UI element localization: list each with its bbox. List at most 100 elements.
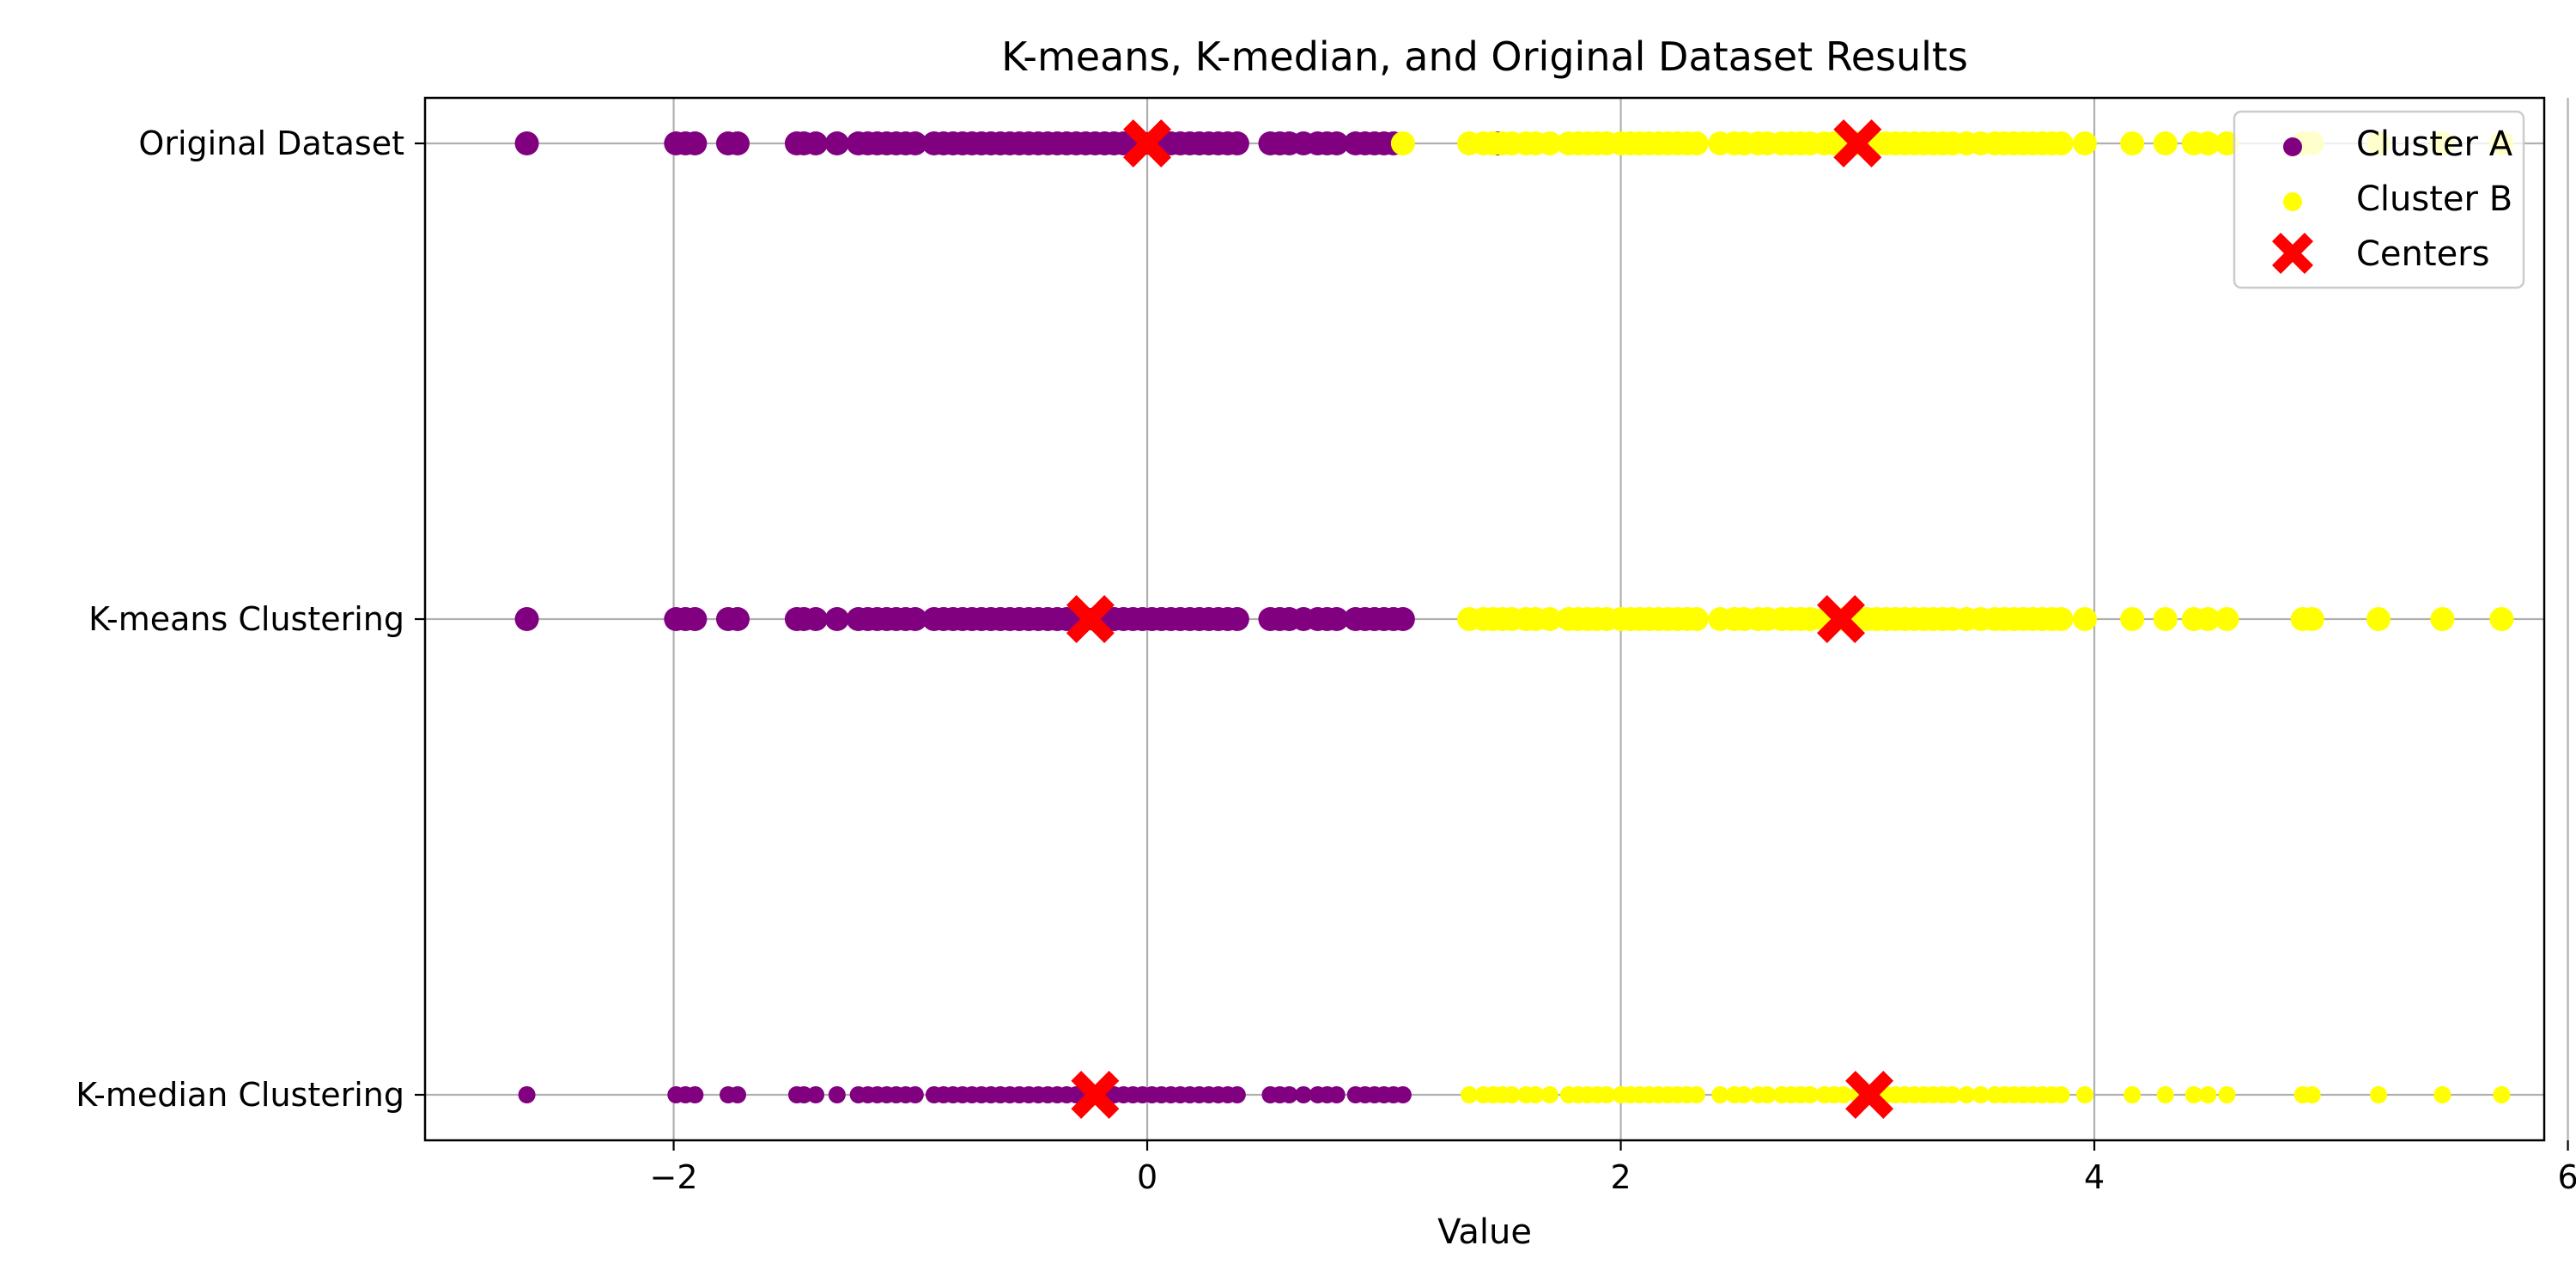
cluster-a-point xyxy=(803,607,828,631)
cluster-b-point xyxy=(2369,1086,2387,1103)
cluster-a-point xyxy=(902,131,927,155)
cluster-a-point xyxy=(514,131,539,155)
cluster-b-point xyxy=(2156,1086,2174,1103)
cluster-b-point xyxy=(1684,131,1709,155)
cluster-a-point xyxy=(1295,1086,1313,1103)
cluster-a-point xyxy=(806,1086,824,1103)
cluster-a-point xyxy=(824,607,849,631)
cluster-a-point xyxy=(1224,131,1249,155)
cluster-a-point xyxy=(803,131,828,155)
cluster-b-point xyxy=(2196,131,2221,155)
cluster-b-point xyxy=(1687,1086,1705,1103)
cluster-b-point xyxy=(2120,607,2145,631)
cluster-a-point xyxy=(683,607,708,631)
cluster-b-point xyxy=(1598,1086,1616,1103)
cluster-b-point xyxy=(2303,1086,2321,1103)
legend-label: Cluster B xyxy=(2356,179,2512,219)
cluster-b-point xyxy=(2153,131,2178,155)
cluster-b-point xyxy=(2493,1086,2511,1103)
cluster-a-point xyxy=(1327,1086,1346,1103)
cluster-b-point xyxy=(1684,607,1709,631)
cluster-b-point xyxy=(2218,1086,2236,1103)
cluster-b-point xyxy=(1461,1086,1479,1103)
cluster-b-point xyxy=(2430,607,2455,631)
cluster-a-point xyxy=(1390,607,1415,631)
cluster-a-point xyxy=(514,607,539,631)
cluster-a-point xyxy=(1224,607,1249,631)
cluster-b-point xyxy=(2076,1086,2094,1103)
y-tick-label: K-means Clustering xyxy=(88,600,404,638)
cluster-b-point xyxy=(2049,131,2074,155)
cluster-a-point xyxy=(683,131,708,155)
cluster-a-point xyxy=(1228,1086,1246,1103)
cluster-a-point xyxy=(1280,1086,1298,1103)
cluster-b-point xyxy=(2196,607,2221,631)
x-tick-label: −2 xyxy=(650,1158,698,1196)
center-marker xyxy=(1817,595,1866,643)
cluster-b-point xyxy=(2049,607,2074,631)
cluster-b-point xyxy=(1958,1086,1976,1103)
x-tick-label: 6 xyxy=(2557,1158,2576,1196)
cluster-b-point xyxy=(1943,1086,1961,1103)
center-marker xyxy=(1123,119,1172,167)
cluster-b-point xyxy=(2120,131,2145,155)
legend-marker xyxy=(2283,192,2302,211)
legend-marker xyxy=(2283,137,2302,156)
cluster-b-point xyxy=(1503,1086,1521,1103)
y-tick-label: K-median Clustering xyxy=(76,1076,404,1114)
cluster-b-point xyxy=(2153,607,2178,631)
cluster-a-point xyxy=(1394,1086,1412,1103)
cluster-b-point xyxy=(1971,1086,1990,1103)
x-tick-label: 0 xyxy=(1137,1158,1157,1196)
cluster-b-point xyxy=(1711,1086,1729,1103)
cluster-a-point xyxy=(824,131,849,155)
cluster-a-point xyxy=(725,607,750,631)
legend-items: Cluster A Cluster B Centers xyxy=(2272,125,2513,274)
cluster-b-point xyxy=(1540,1086,1558,1103)
cluster-a-point xyxy=(728,1086,746,1103)
cluster-b-point xyxy=(2199,1086,2217,1103)
cluster-b-point xyxy=(1537,131,1562,155)
axis-ticks: −2 0 2 4 6 Original Dataset K-means Clustering… xyxy=(76,125,2576,1196)
x-tick-label: 4 xyxy=(2084,1158,2105,1196)
cluster-a-point xyxy=(902,607,927,631)
data-points xyxy=(514,131,2514,1103)
x-tick-label: 2 xyxy=(1610,1158,1631,1196)
cluster-a-point xyxy=(686,1086,704,1103)
cluster-b-point xyxy=(1834,1086,1852,1103)
cluster-b-point xyxy=(1390,131,1415,155)
cluster-b-point xyxy=(2489,607,2514,631)
cluster-b-point xyxy=(1801,1086,1820,1103)
cluster-b-point xyxy=(2073,607,2098,631)
cluster-b-point xyxy=(2184,1086,2202,1103)
center-marker xyxy=(1845,1071,1894,1119)
cluster-b-point xyxy=(2123,1086,2142,1103)
cluster-b-point xyxy=(2433,1086,2451,1103)
cluster-a-point xyxy=(906,1086,924,1103)
center-marker xyxy=(1833,119,1882,167)
legend-label: Cluster A xyxy=(2356,125,2513,164)
center-marker xyxy=(1066,595,1115,643)
y-tick-label: Original Dataset xyxy=(138,125,404,162)
cluster-b-point xyxy=(2300,607,2324,631)
cluster-a-point xyxy=(725,131,750,155)
cluster-a-point xyxy=(795,1086,813,1103)
legend-marker xyxy=(2272,233,2313,274)
cluster-centers xyxy=(1066,119,1894,1119)
cluster-b-point xyxy=(2366,607,2391,631)
cluster-a-point xyxy=(1324,131,1349,155)
cluster-a-point xyxy=(518,1086,536,1103)
cluster-b-point xyxy=(2073,131,2098,155)
cluster-a-point xyxy=(828,1086,846,1103)
chart-title: K-means, K-median, and Original Dataset … xyxy=(1001,33,1968,80)
center-marker xyxy=(1071,1071,1120,1119)
cluster-b-point xyxy=(1537,607,1562,631)
cluster-b-point xyxy=(1735,1086,1753,1103)
cluster-b-point xyxy=(2215,131,2239,155)
x-axis-title: Value xyxy=(1437,1212,1532,1252)
cluster-b-point xyxy=(1527,1086,1545,1103)
legend: Cluster A Cluster B Centers xyxy=(2233,110,2525,289)
cluster-a-point xyxy=(1324,607,1349,631)
